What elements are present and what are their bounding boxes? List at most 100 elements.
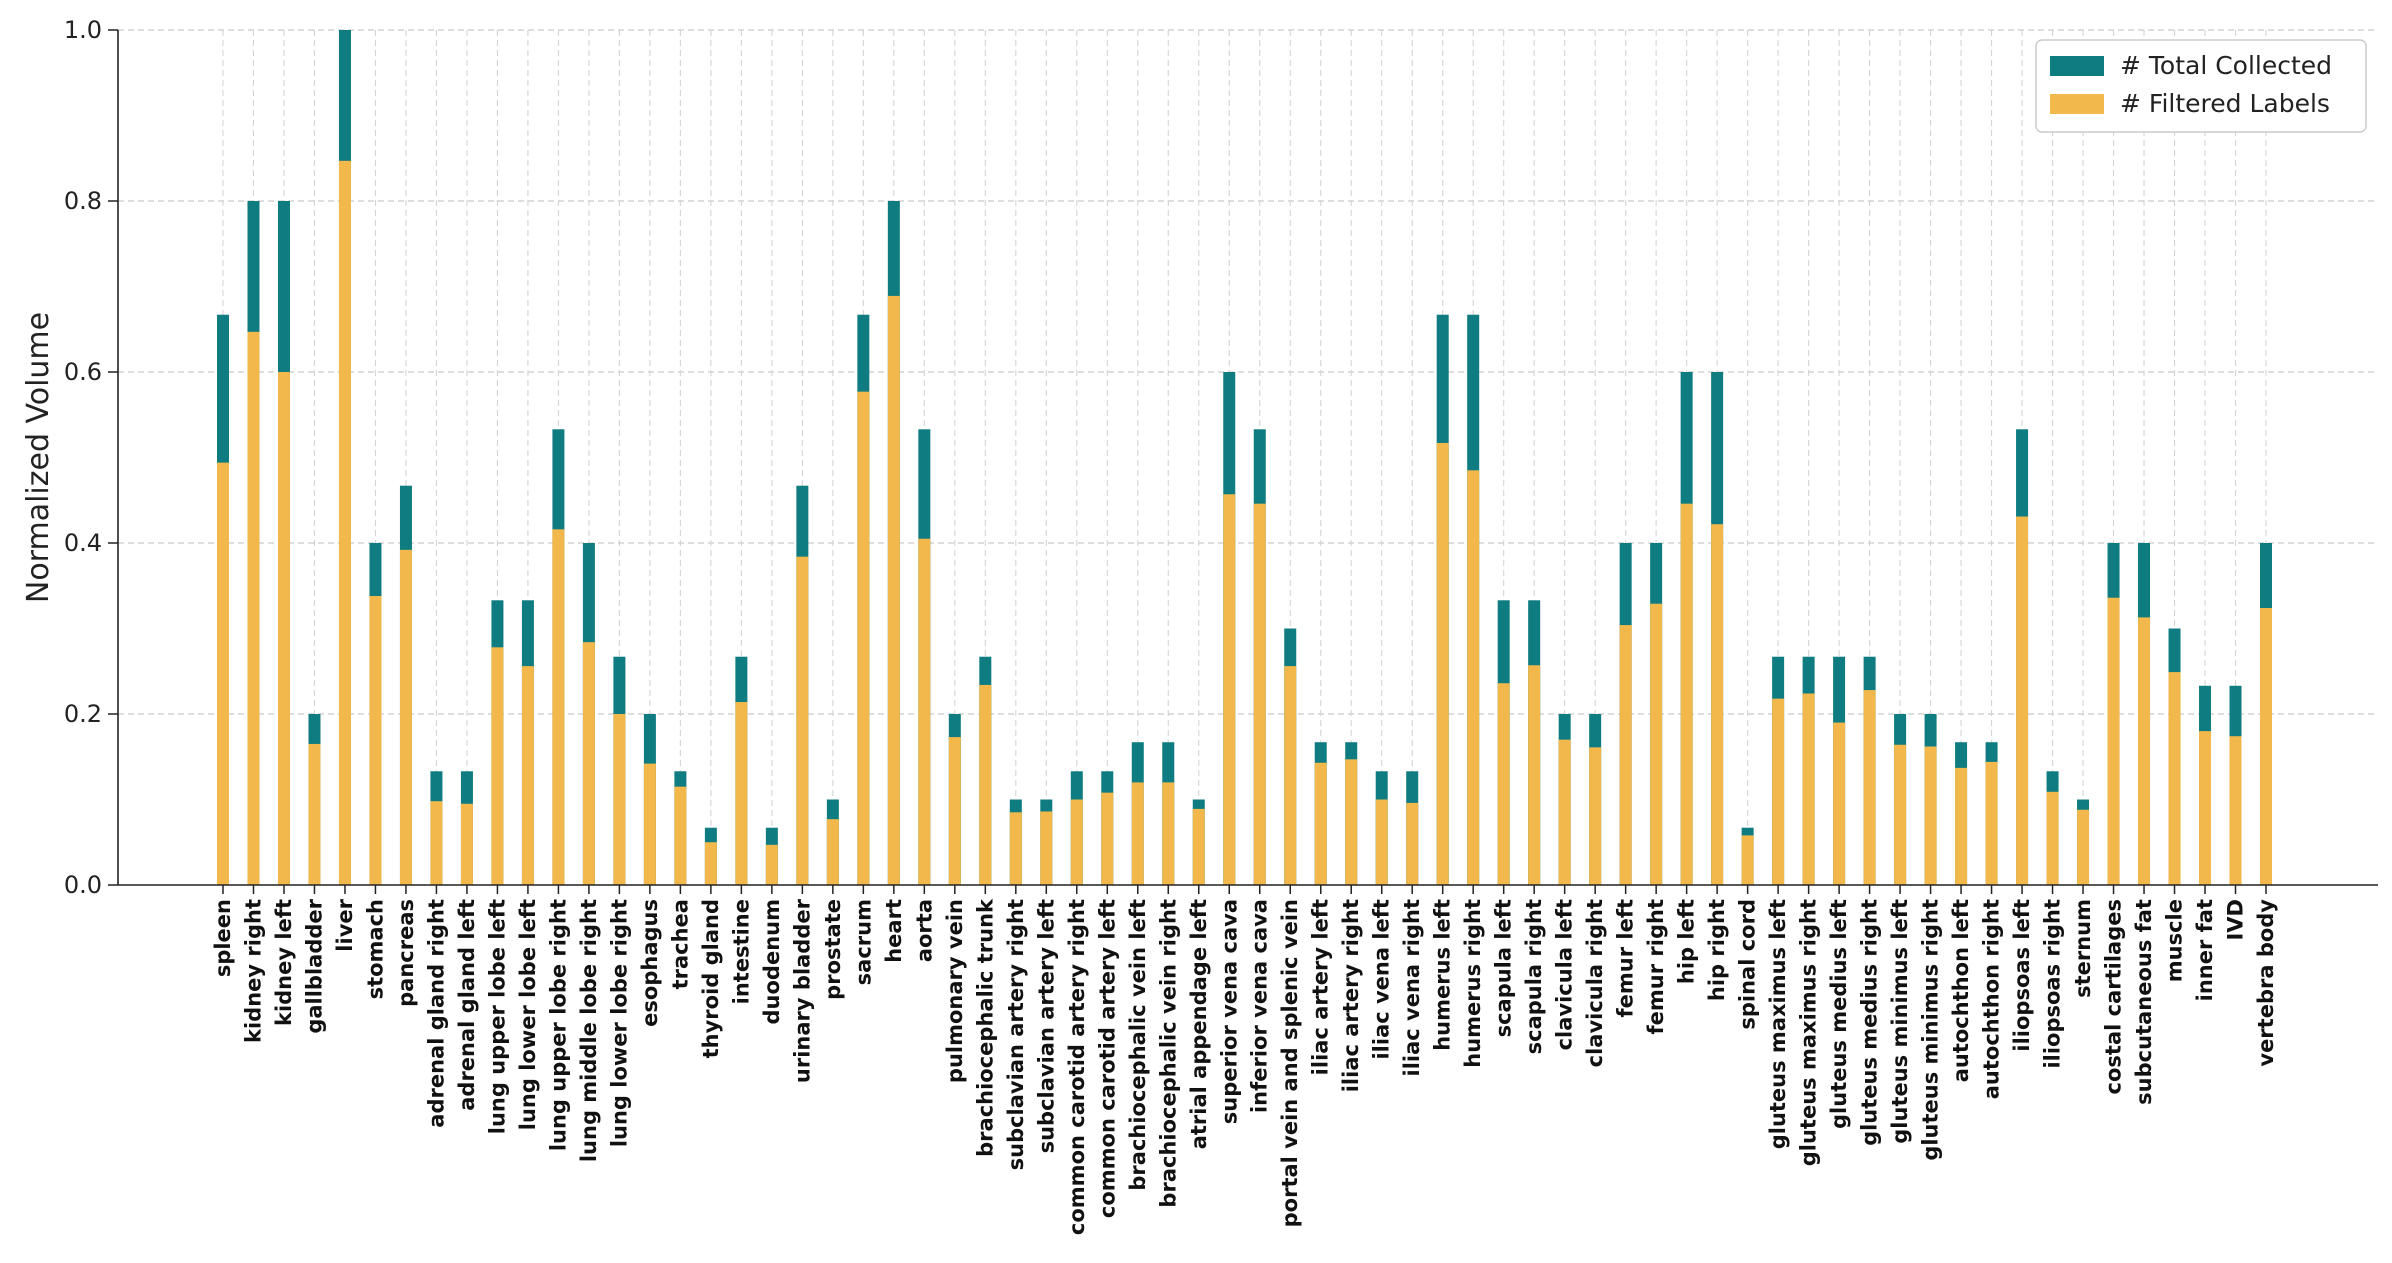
x-tick-label: IVD [2224, 899, 2248, 941]
bar-filtered-clavicula-left [1558, 739, 1571, 885]
x-tick-label: subcutaneous fat [2132, 899, 2156, 1105]
x-tick-label: humerus right [1461, 899, 1485, 1068]
bar-filtered-esophagus [643, 763, 656, 885]
x-tick-label: heart [882, 899, 906, 963]
x-tick-label: lung upper lobe left [485, 899, 509, 1134]
x-tick-label: kidney right [241, 899, 265, 1043]
x-tick-label: scapula left [1492, 899, 1516, 1037]
y-tick-label: 1.0 [64, 16, 102, 44]
legend: # Total Collected # Filtered Labels [2035, 39, 2367, 133]
bar-filtered-brachiocephalic-vein-left [1131, 782, 1144, 885]
x-tick-label: gluteus maximus left [1766, 899, 1790, 1149]
bar-filtered-gluteus-medius-left [1833, 722, 1846, 885]
x-tick-label: iliopsoas right [2041, 899, 2065, 1069]
x-tick-label: trachea [668, 899, 692, 989]
bar-filtered-muscle [2168, 672, 2181, 885]
bar-filtered-thyroid-gland [704, 842, 717, 885]
bar-filtered-inferior-vena-cava [1253, 503, 1266, 885]
x-tick-label: atrial appendage left [1187, 899, 1211, 1149]
x-tick-label: brachiocephalic trunk [973, 898, 997, 1157]
x-tick-label: gluteus medius left [1827, 899, 1851, 1129]
x-tick-label: liver [333, 898, 357, 951]
x-tick-label: portal vein and splenic vein [1278, 899, 1302, 1227]
bar-filtered-pulmonary-vein [948, 737, 961, 885]
bar-filtered-subclavian-artery-left [1040, 811, 1053, 885]
x-tick-label: clavicula left [1553, 899, 1577, 1050]
x-tick-label: lung upper lobe right [546, 899, 570, 1151]
bar-filtered-ivd [2229, 736, 2242, 885]
x-tick-label: prostate [821, 899, 845, 1000]
bar-filtered-autochthon-left [1955, 767, 1968, 885]
bar-filtered-adrenal-gland-right [430, 801, 443, 885]
x-tick-label: muscle [2163, 899, 2187, 982]
bars [217, 30, 2272, 886]
x-tick-label: aorta [912, 899, 936, 962]
x-tick-label: femur left [1614, 899, 1638, 1018]
bar-filtered-iliac-artery-left [1314, 762, 1327, 885]
x-tick-label: gluteus minimus right [1919, 899, 1943, 1161]
legend-frame [2035, 39, 2367, 133]
bar-filtered-stomach [369, 596, 382, 885]
bar-filtered-spleen [217, 462, 229, 885]
bar-filtered-pancreas [399, 549, 412, 885]
x-tick-label: autochthon right [1980, 899, 2004, 1099]
x-tick-label: brachiocephalic vein right [1156, 899, 1180, 1208]
y-tick-label: 0.8 [64, 187, 102, 215]
x-tick-label: spinal cord [1736, 899, 1760, 1030]
bar-filtered-subclavian-artery-right [1009, 812, 1022, 885]
x-tick-label: gluteus medius right [1858, 899, 1882, 1146]
bar-filtered-intestine [735, 702, 748, 885]
x-tick-label: gluteus minimus left [1888, 899, 1912, 1144]
x-tick-label: superior vena cava [1217, 899, 1241, 1124]
x-tick-label: lung middle lobe right [577, 899, 601, 1162]
bar-filtered-lung-lower-lobe-right [613, 714, 626, 885]
x-tick-label: gallbladder [302, 898, 326, 1033]
x-tick-label: lung lower lobe right [607, 899, 631, 1147]
bar-filtered-lung-middle-lobe-right [582, 642, 595, 885]
bar-filtered-hip-left [1680, 503, 1693, 885]
y-tick-label: 0.0 [64, 871, 102, 899]
x-tick-label: adrenal gland right [424, 899, 448, 1128]
bar-filtered-lung-lower-lobe-left [521, 666, 534, 885]
bar-filtered-clavicula-right [1589, 747, 1602, 885]
legend-label-filtered-labels: # Filtered Labels [2120, 89, 2330, 118]
x-tick-label: iliac artery left [1309, 899, 1333, 1075]
x-tick-label: brachiocephalic vein left [1126, 899, 1150, 1191]
bar-filtered-duodenum [765, 844, 778, 885]
x-tick-label: hip left [1675, 899, 1699, 984]
x-tick-label: intestine [729, 899, 753, 1004]
y-tick-label: 0.2 [64, 700, 102, 728]
x-tick-label: lung lower lobe left [516, 899, 540, 1130]
bar-filtered-subcutaneous-fat [2138, 617, 2151, 885]
x-tick-label: vertebra body [2254, 899, 2278, 1067]
legend-swatch-total-collected [2050, 56, 2104, 76]
x-tick-label: iliopsoas left [2010, 899, 2034, 1052]
x-tick-label: iliac vena right [1400, 899, 1424, 1076]
bar-filtered-hip-right [1711, 524, 1724, 885]
x-tick-label: subclavian artery right [1004, 899, 1028, 1170]
x-tick-label: stomach [363, 899, 387, 999]
x-tick-label: clavicula right [1583, 899, 1607, 1067]
bar-filtered-liver [338, 160, 351, 885]
bar-filtered-gluteus-maximus-right [1802, 693, 1815, 885]
bar-filtered-brachiocephalic-vein-right [1162, 782, 1175, 885]
x-tick-label: adrenal gland left [455, 899, 479, 1111]
bar-filtered-iliac-vena-right [1406, 802, 1419, 885]
y-tick-label: 0.4 [64, 529, 102, 557]
y-tick-label: 0.6 [64, 358, 102, 386]
bar-filtered-lung-upper-lobe-left [491, 647, 504, 885]
x-tick-label: iliac vena left [1370, 899, 1394, 1060]
x-tick-label: kidney left [272, 899, 296, 1026]
bar-filtered-portal-vein-and-splenic-vein [1284, 666, 1297, 885]
bar-filtered-trachea [674, 786, 687, 885]
x-tick-label: hip right [1705, 899, 1729, 1001]
bar-filtered-iliac-artery-right [1345, 759, 1358, 885]
bar-filtered-gallbladder [308, 743, 321, 885]
y-axis-ticks: 0.0 0.2 0.4 0.6 0.8 1.0 [64, 16, 118, 899]
x-tick-label: scapula right [1522, 899, 1546, 1054]
x-tick-label: esophagus [638, 899, 662, 1027]
bar-filtered-common-carotid-artery-right [1070, 799, 1083, 885]
bar-filtered-costal-cartilages [2107, 597, 2120, 885]
bar-filtered-inner-fat [2199, 731, 2212, 885]
bar-filtered-lung-upper-lobe-right [552, 529, 565, 885]
